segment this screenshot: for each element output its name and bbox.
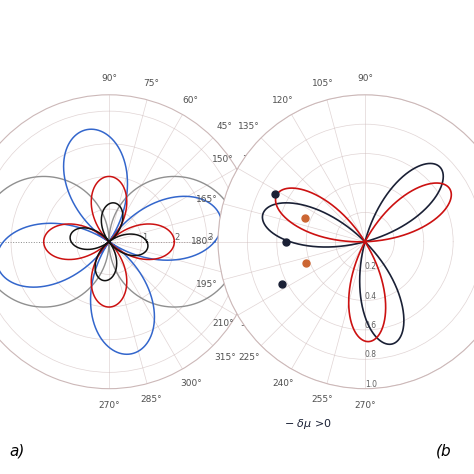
Text: a): a) xyxy=(9,443,25,458)
Text: $-$ $\delta\mu$ >0: $-$ $\delta\mu$ >0 xyxy=(284,417,332,430)
Text: (b: (b xyxy=(436,443,452,458)
